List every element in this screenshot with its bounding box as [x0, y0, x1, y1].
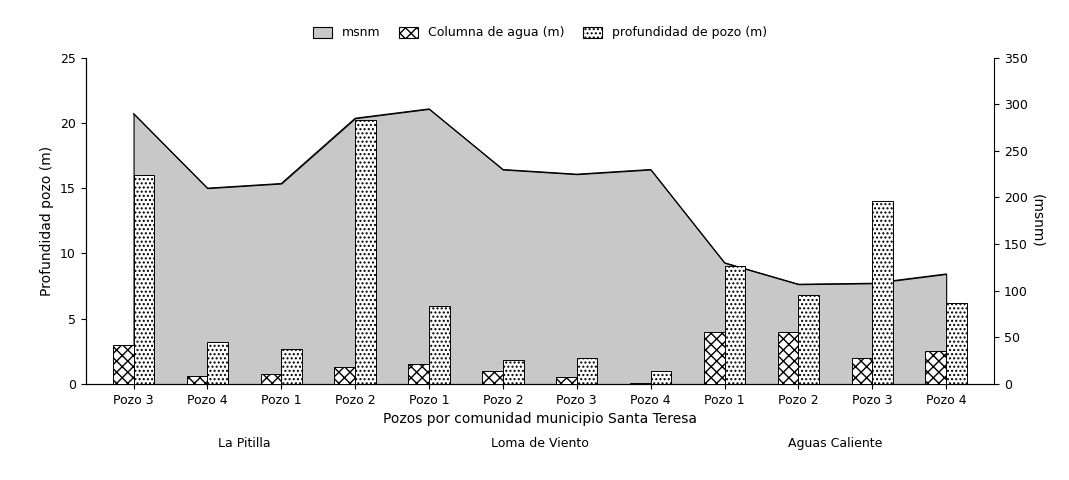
Bar	[556, 377, 577, 384]
Bar	[281, 349, 301, 384]
Bar	[355, 120, 376, 384]
Text: La Pitilla: La Pitilla	[218, 437, 270, 450]
X-axis label: Pozos por comunidad municipio Santa Teresa: Pozos por comunidad municipio Santa Tere…	[383, 412, 697, 426]
Bar	[187, 376, 207, 384]
Bar	[725, 266, 745, 384]
Bar	[335, 367, 355, 384]
Bar	[577, 358, 598, 384]
Y-axis label: Profundidad pozo (m): Profundidad pozo (m)	[41, 146, 55, 296]
Bar	[872, 201, 893, 384]
Bar	[630, 383, 651, 384]
Bar	[207, 342, 228, 384]
Bar	[261, 373, 281, 384]
Legend: msnm, Columna de agua (m), profundidad de pozo (m): msnm, Columna de agua (m), profundidad d…	[308, 22, 772, 45]
Bar	[482, 371, 502, 384]
Bar	[778, 332, 799, 384]
Bar	[651, 371, 671, 384]
Bar	[429, 306, 450, 384]
Text: Aguas Caliente: Aguas Caliente	[788, 437, 883, 450]
Bar	[703, 332, 725, 384]
Y-axis label: (msnm): (msnm)	[1031, 194, 1044, 248]
Bar	[926, 351, 946, 384]
Bar	[134, 175, 154, 384]
Bar	[502, 360, 524, 384]
Bar	[113, 345, 134, 384]
Bar	[799, 295, 819, 384]
Text: Loma de Viento: Loma de Viento	[491, 437, 589, 450]
Bar	[946, 303, 966, 384]
Bar	[852, 358, 872, 384]
Bar	[408, 364, 429, 384]
